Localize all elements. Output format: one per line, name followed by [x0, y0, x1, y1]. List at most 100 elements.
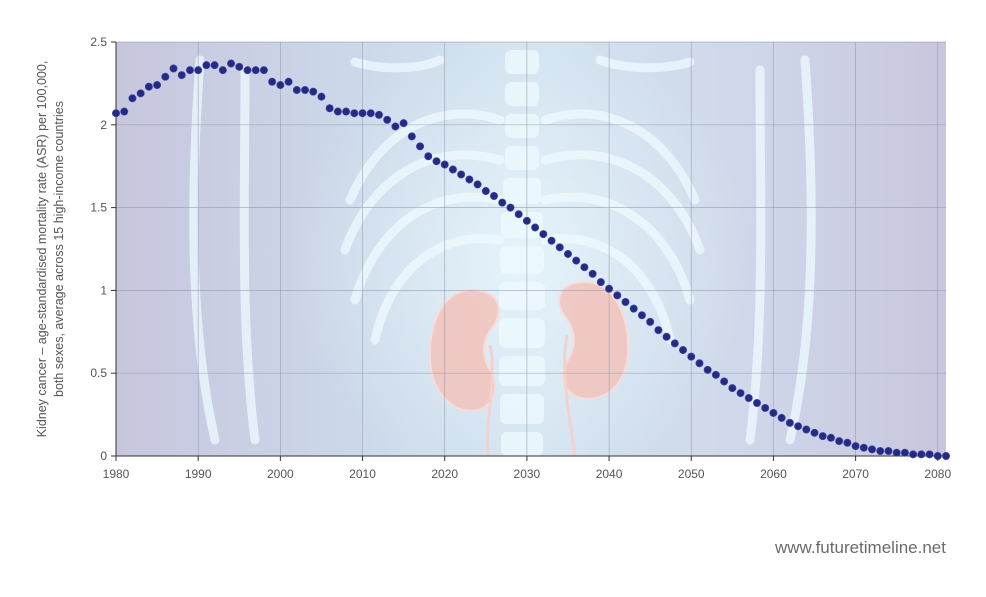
- watermark-url: www.futuretimeline.net: [774, 538, 946, 557]
- data-point: [646, 317, 655, 326]
- data-point: [301, 86, 310, 95]
- data-point: [654, 326, 663, 335]
- data-point: [637, 311, 646, 320]
- data-point: [580, 263, 589, 272]
- y-axis-title-line-2: both sexes, average across 15 high-incom…: [52, 101, 66, 397]
- y-axis-title: Kidney cancer – age-standardised mortali…: [35, 61, 66, 438]
- data-point: [210, 61, 219, 70]
- data-point: [333, 107, 342, 116]
- x-tick-label: 2010: [349, 467, 376, 481]
- data-point: [136, 89, 145, 98]
- data-point: [251, 66, 260, 75]
- data-point: [613, 291, 622, 300]
- data-point: [900, 448, 909, 457]
- data-point: [752, 399, 761, 408]
- data-point: [169, 64, 178, 73]
- data-point: [794, 422, 803, 431]
- data-point: [679, 346, 688, 355]
- data-point: [457, 170, 466, 179]
- data-point: [342, 107, 351, 116]
- y-axis-title-line-1: Kidney cancer – age-standardised mortali…: [35, 61, 49, 438]
- data-point: [235, 62, 244, 71]
- data-point: [826, 433, 835, 442]
- kidneys-illustration: [428, 280, 630, 456]
- data-point: [941, 451, 950, 460]
- x-tick-label: 1990: [185, 467, 212, 481]
- data-point: [309, 87, 318, 96]
- data-point: [761, 403, 770, 412]
- data-point: [358, 109, 367, 118]
- data-point: [407, 132, 416, 141]
- data-point: [851, 442, 860, 451]
- data-point: [128, 94, 137, 103]
- data-point: [465, 175, 474, 184]
- data-point: [292, 86, 301, 95]
- data-point: [810, 428, 819, 437]
- data-point: [383, 115, 392, 124]
- data-point: [194, 66, 203, 75]
- x-axis: 1980 1990 2000 2010 2020 2030 2040 2050 2060 2070…: [103, 455, 951, 481]
- y-tick-label: 0.5: [90, 366, 107, 380]
- data-series: [112, 59, 950, 460]
- data-point: [424, 152, 433, 161]
- data-point: [572, 256, 581, 265]
- x-tick-label: 2040: [596, 467, 623, 481]
- y-tick-label: 1: [100, 283, 107, 297]
- data-point: [876, 447, 885, 456]
- data-point: [736, 389, 745, 398]
- data-point: [802, 425, 811, 434]
- data-point: [769, 408, 778, 417]
- data-point: [555, 243, 564, 252]
- data-point: [662, 332, 671, 341]
- data-point: [144, 82, 153, 91]
- data-point: [925, 450, 934, 459]
- plot-area: [116, 41, 946, 456]
- data-point: [744, 394, 753, 403]
- data-point: [884, 447, 893, 456]
- data-point: [563, 249, 572, 258]
- data-point: [629, 304, 638, 313]
- data-point: [243, 66, 252, 75]
- data-point: [777, 413, 786, 422]
- data-point: [268, 77, 277, 86]
- data-point: [177, 71, 186, 80]
- data-point: [522, 216, 531, 225]
- data-point: [720, 377, 729, 386]
- data-point: [440, 160, 449, 169]
- data-point: [835, 437, 844, 446]
- data-point: [448, 165, 457, 174]
- data-point: [161, 72, 170, 81]
- data-point: [490, 192, 499, 201]
- data-point: [481, 187, 490, 196]
- data-point: [933, 451, 942, 460]
- anatomy-illustration: [189, 42, 816, 456]
- data-point: [605, 284, 614, 293]
- data-point: [909, 450, 918, 459]
- data-point: [473, 180, 482, 189]
- data-point: [284, 77, 293, 86]
- data-point: [120, 107, 129, 116]
- x-tick-label: 2030: [514, 467, 541, 481]
- data-point: [399, 119, 408, 128]
- data-point: [596, 278, 605, 287]
- x-tick-label: 2060: [760, 467, 787, 481]
- data-point: [185, 66, 194, 75]
- data-point: [892, 448, 901, 457]
- x-tick-label: 1980: [103, 467, 130, 481]
- data-point: [868, 445, 877, 454]
- data-point: [498, 198, 507, 207]
- data-point: [432, 157, 441, 166]
- gridlines: [116, 41, 946, 456]
- data-point: [112, 109, 121, 118]
- y-axis: 0 0.5 1 1.5 2 2.5: [90, 35, 117, 463]
- data-point: [202, 61, 211, 70]
- x-tick-label: 2050: [678, 467, 705, 481]
- data-point: [416, 142, 425, 151]
- data-point: [276, 81, 285, 90]
- data-point: [391, 122, 400, 131]
- data-point: [374, 110, 383, 119]
- data-point: [818, 432, 827, 441]
- data-point: [514, 210, 523, 219]
- x-tick-label: 2000: [267, 467, 294, 481]
